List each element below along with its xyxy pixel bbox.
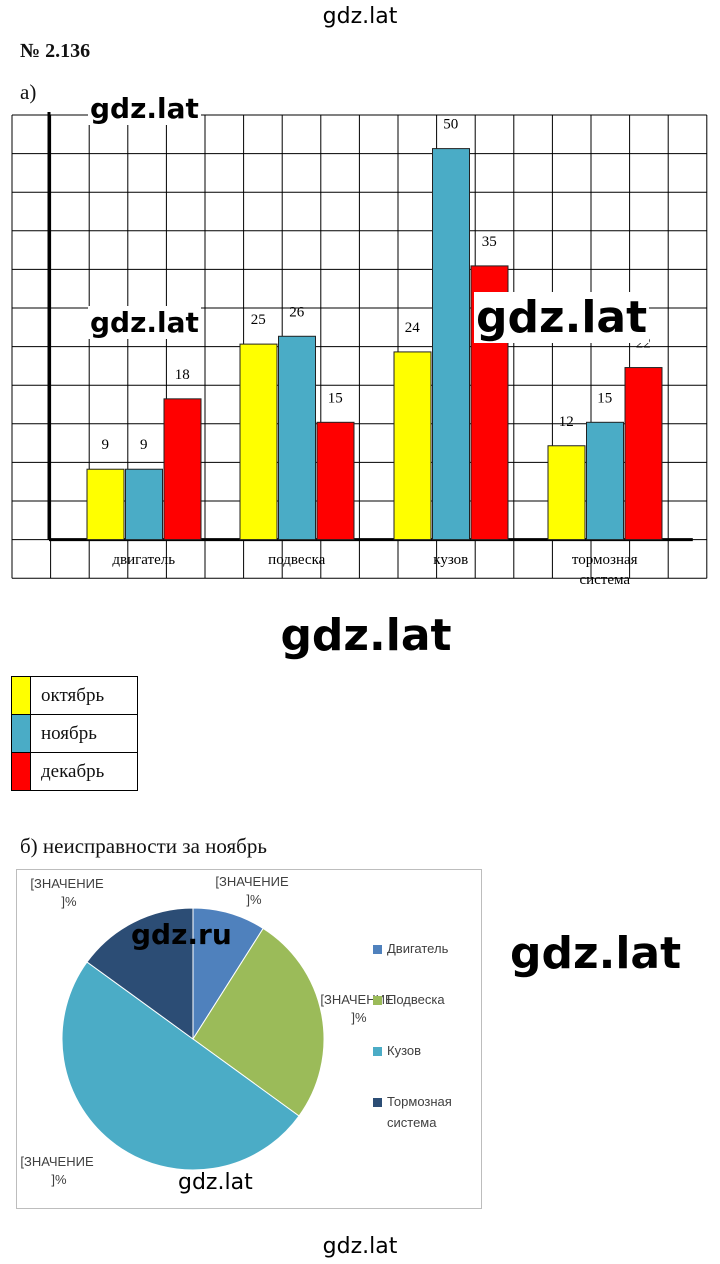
- pie-data-label-line: [ЗНАЧЕНИЕ: [20, 1154, 94, 1169]
- pie-data-label-line: ]%: [61, 894, 77, 909]
- pie-slice-3: [86, 907, 194, 1040]
- watermark-pie-right: gdz.lat: [510, 928, 682, 979]
- bar-value-label: 9: [140, 437, 148, 453]
- bar-0-2: [393, 351, 432, 541]
- legend-row-november: ноябрь: [11, 714, 138, 753]
- legend-swatch-december: [11, 752, 31, 791]
- watermark-pie-bottom: gdz.lat: [176, 1170, 255, 1195]
- pie-legend-swatch: [373, 945, 382, 954]
- bar-0-1: [239, 343, 278, 541]
- bar-2-0: [163, 398, 202, 541]
- category-label: кузов: [433, 552, 468, 568]
- pie-data-label-line: ]%: [351, 1010, 367, 1025]
- legend-swatch-november: [11, 714, 31, 753]
- watermark-top: gdz.lat: [322, 4, 398, 29]
- watermark-chart-1: gdz.lat: [88, 92, 201, 125]
- pie-legend-label: Кузов: [387, 1043, 421, 1058]
- bar-value-label: 9: [102, 437, 110, 453]
- pie-data-label: [ЗНАЧЕНИЕ]%: [320, 992, 394, 1025]
- bar-value-label: 50: [443, 117, 458, 133]
- pie-data-label: [ЗНАЧЕНИЕ]%: [20, 1154, 94, 1187]
- pie-data-label-line: [ЗНАЧЕНИЕ: [215, 874, 289, 889]
- bar-1-3: [586, 421, 624, 541]
- bar-legend: октябрь ноябрь декабрь: [11, 676, 138, 791]
- pie-legend-label: Тормозная: [387, 1094, 452, 1109]
- pie-slice-2: [61, 961, 300, 1171]
- watermark-below-chart: gdz.lat: [280, 610, 452, 661]
- pie-data-label: [ЗНАЧЕНИЕ]%: [30, 876, 104, 909]
- watermark-chart-3: gdz.lat: [474, 292, 650, 343]
- bar-0-3: [547, 445, 586, 541]
- category-label: подвеска: [268, 552, 325, 568]
- pie-data-label-line: ]%: [51, 1172, 67, 1187]
- watermark-bottom: gdz.lat: [322, 1234, 398, 1259]
- legend-label-december: декабрь: [30, 752, 138, 791]
- part-b-label: б) неисправности за ноябрь: [20, 834, 267, 858]
- bar-1-1: [278, 335, 316, 541]
- legend-label-november: ноябрь: [30, 714, 138, 753]
- bar-value-label: 24: [405, 320, 421, 336]
- pie-slice-1: [192, 927, 325, 1117]
- bar-value-label: 18: [175, 367, 190, 383]
- bar-0-0: [86, 468, 125, 541]
- bar-1-0: [125, 468, 163, 541]
- pie-legend-swatch: [373, 1047, 382, 1056]
- pie-data-label-line: [ЗНАЧЕНИЕ: [30, 876, 104, 891]
- part-a-label: а): [20, 80, 37, 104]
- pie-data-label-line: ]%: [246, 892, 262, 907]
- bar-2-1: [316, 421, 355, 541]
- bar-value-label: 15: [328, 390, 343, 406]
- bar-value-label: 25: [251, 312, 266, 328]
- legend-row-december: декабрь: [11, 752, 138, 791]
- pie-chart-frame: [ЗНАЧЕНИЕ]% [ЗНАЧЕНИЕ]% [ЗНАЧЕНИЕ]% [ЗНАЧЕН…: [16, 869, 482, 1209]
- watermark-chart-2: gdz.lat: [88, 306, 201, 339]
- bar-1-2: [432, 148, 470, 541]
- category-label: тормозная: [572, 552, 638, 568]
- bar-2-3: [624, 367, 663, 541]
- legend-swatch-october: [11, 676, 31, 715]
- pie-legend-label: система: [387, 1115, 437, 1130]
- pie-legend-label: Двигатель: [387, 941, 449, 956]
- pie-legend-swatch: [373, 996, 382, 1005]
- legend-row-october: октябрь: [11, 676, 138, 715]
- pie-data-label-line: [ЗНАЧЕНИЕ: [320, 992, 394, 1007]
- bar-value-label: 35: [482, 234, 497, 250]
- category-label: двигатель: [112, 552, 175, 568]
- pie-data-label: [ЗНАЧЕНИЕ]%: [215, 874, 289, 907]
- watermark-pie-gdzru: gdz.ru: [131, 918, 232, 951]
- bar-value-label: 12: [559, 414, 574, 430]
- pie-legend-swatch: [373, 1098, 382, 1107]
- bar-value-label: 26: [289, 304, 305, 320]
- pie-legend-label: Подвеска: [387, 992, 445, 1007]
- category-label: система: [579, 572, 630, 588]
- problem-number: № 2.136: [20, 40, 91, 62]
- legend-label-october: октябрь: [30, 676, 138, 715]
- bar-value-label: 15: [597, 390, 612, 406]
- pie-chart: [ЗНАЧЕНИЕ]%[ЗНАЧЕНИЕ]%[ЗНАЧЕНИЕ]%[ЗНАЧЕН…: [20, 874, 452, 1187]
